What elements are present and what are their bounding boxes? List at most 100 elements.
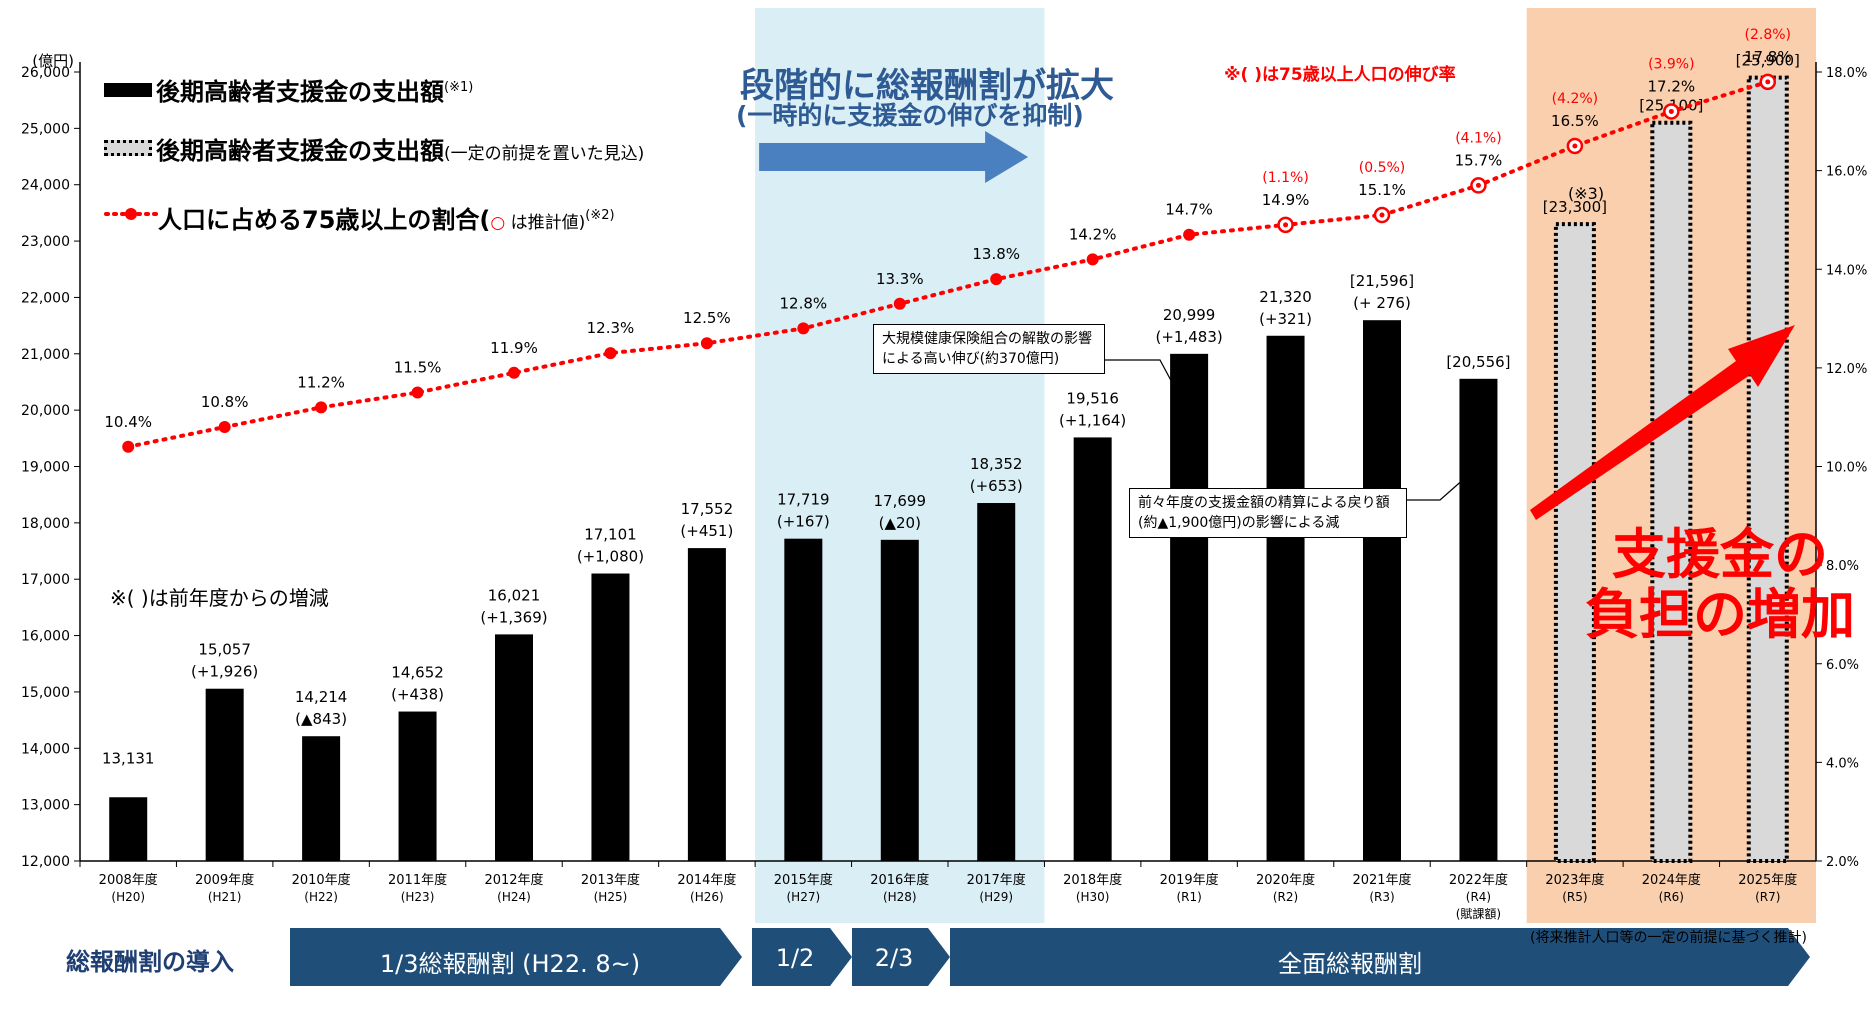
y-tick-label-right: 16.0%: [1826, 165, 1867, 180]
legend-item-actual-note: (※1): [444, 80, 474, 95]
x-tick-label: 2020年度: [1256, 872, 1315, 888]
estimate-footnote: (将来推計人口等の一定の前提に基づく推計): [1530, 930, 1807, 946]
phase-one-half: 1/2: [775, 944, 815, 972]
y-tick-label-left: 16,000: [21, 629, 70, 645]
y-tick-label-right: 12.0%: [1826, 362, 1867, 377]
x-tick-label: (賦課額): [1456, 906, 1501, 921]
ratio-value-label: 16.5%: [1551, 112, 1599, 130]
ratio-growth-label: (2.8%): [1745, 27, 1792, 43]
x-tick-label: 2014年度: [677, 872, 736, 888]
bar-change-label: (+438): [391, 686, 444, 704]
bar-actual: [302, 736, 341, 861]
ratio-value-label: 11.5%: [394, 359, 442, 377]
ratio-growth-label: (4.2%): [1552, 91, 1599, 107]
note-3: (※3): [1568, 184, 1605, 203]
legend-item-ratio-sub: は推計値): [505, 213, 586, 233]
ratio-growth-label: (0.5%): [1359, 160, 1406, 176]
ratio-value-label: 13.8%: [972, 245, 1020, 263]
y-tick-label-right: 4.0%: [1826, 756, 1859, 771]
x-tick-label: (H28): [883, 890, 917, 904]
bar-estimate: [1746, 75, 1789, 863]
bar-change-label: (+167): [777, 513, 830, 531]
bar-value-label: [20,556]: [1446, 353, 1510, 371]
legend-item-estimate-sub: (一定の前提を置いた見込): [444, 144, 645, 164]
bar-value-label: 13,131: [102, 749, 155, 767]
ratio-value-label: 10.4%: [104, 413, 152, 431]
bar-value-label: 20,999: [1163, 306, 1216, 324]
ratio-value-label: 14.7%: [1165, 201, 1213, 219]
ratio-value-label: 14.9%: [1262, 191, 1310, 209]
bar-actual: [1363, 320, 1401, 861]
bar-actual: [784, 538, 823, 861]
bar-change-label: (+ 276): [1353, 294, 1411, 312]
legend-swatch-dotted: [104, 140, 152, 156]
y-tick-label-left: 23,000: [21, 234, 70, 250]
x-tick-label: (H21): [208, 890, 242, 904]
bar-change-label: (▲843): [295, 710, 347, 728]
x-tick-label: (R7): [1755, 890, 1780, 904]
legend-swatch-solid: [104, 83, 152, 97]
y-tick-label-left: 12,000: [21, 854, 70, 870]
bar-actual: [1266, 335, 1305, 861]
bar-change-label: (▲20): [879, 514, 921, 532]
y-axis-left-label: (億円): [32, 52, 74, 70]
legend-item-actual: 後期高齢者支援金の支出額(※1): [156, 72, 473, 107]
bar-actual: [591, 573, 630, 861]
legend-item-ratio-note: (※2): [585, 208, 615, 223]
banner-title: 段階的に総報酬割が拡大: [740, 66, 1114, 106]
bar-value-label: 14,214: [295, 688, 348, 706]
bar-change-label: (+1,164): [1059, 411, 1126, 429]
y-tick-label-left: 24,000: [21, 178, 70, 194]
callout-connector-1: [1105, 359, 1176, 389]
y-tick-label-left: 15,000: [21, 685, 70, 701]
bar-value-label: 16,021: [488, 586, 541, 604]
growth-rate-note: ※( )は75歳以上人口の伸び率: [1224, 65, 1456, 85]
bar-actual: [398, 711, 437, 861]
y-tick-label-right: 6.0%: [1826, 658, 1859, 673]
bar-value-label: 17,552: [681, 500, 734, 518]
ratio-line: [126, 79, 1770, 449]
bar-actual: [687, 548, 726, 861]
legend-line-swatch: [104, 208, 158, 220]
x-tick-label: (R5): [1562, 890, 1587, 904]
callout-settlement: 前々年度の支援金額の精算による戻り額(約▲1,900億円)の影響による減: [1129, 488, 1407, 538]
bar-change-label: (+653): [970, 477, 1023, 495]
x-tick-label: (H25): [594, 890, 628, 904]
ratio-growth-label: (4.1%): [1455, 130, 1502, 146]
callout-connector-2: [1407, 477, 1466, 501]
phase-intro-label: 総報酬割の導入: [66, 948, 234, 976]
phase-one-third: 1/3総報酬割 (H22. 8~): [379, 950, 641, 978]
x-tick-label: (R2): [1273, 890, 1298, 904]
x-tick-label: 2012年度: [484, 872, 543, 888]
phase-arrow-full: [950, 928, 1810, 986]
legend-item-actual-label: 後期高齢者支援金の支出額: [156, 78, 444, 106]
change-note: ※( )は前年度からの増減: [110, 586, 329, 610]
ratio-value-label: 17.8%: [1744, 48, 1792, 66]
phase-arrow-one-third: [290, 928, 742, 986]
ratio-point: [797, 322, 810, 335]
banner-arrow: [759, 131, 1029, 183]
x-tick-label: (H29): [979, 890, 1013, 904]
ratio-point-estimate-dot: [1283, 222, 1289, 228]
ratio-point: [700, 337, 713, 350]
burden-increase-line2: 負担の増加: [1585, 583, 1855, 646]
y-tick-label-left: 18,000: [21, 516, 70, 532]
ratio-point: [411, 386, 424, 399]
ratio-point-estimate-dot: [1572, 143, 1578, 149]
ratio-value-label: 12.5%: [683, 309, 731, 327]
ratio-value-label: 13.3%: [876, 270, 924, 288]
ratio-value-label: 12.8%: [780, 294, 828, 312]
ratio-point-estimate-dot: [1379, 212, 1385, 218]
x-tick-label: (H26): [690, 890, 724, 904]
bar-change-label: (+321): [1259, 310, 1312, 328]
x-tick-label: 2013年度: [581, 872, 640, 888]
x-tick-label: 2025年度: [1738, 872, 1797, 888]
y-tick-label-left: 22,000: [21, 290, 70, 306]
y-tick-label-left: 26,000: [21, 65, 70, 81]
bar-actual: [880, 539, 919, 861]
bar-estimate: [1650, 120, 1693, 863]
ratio-point-estimate-dot: [1475, 182, 1481, 188]
bar-estimate: [1553, 222, 1596, 863]
bar-value-label: 17,101: [584, 526, 637, 544]
bar-change-label: (+451): [680, 522, 733, 540]
